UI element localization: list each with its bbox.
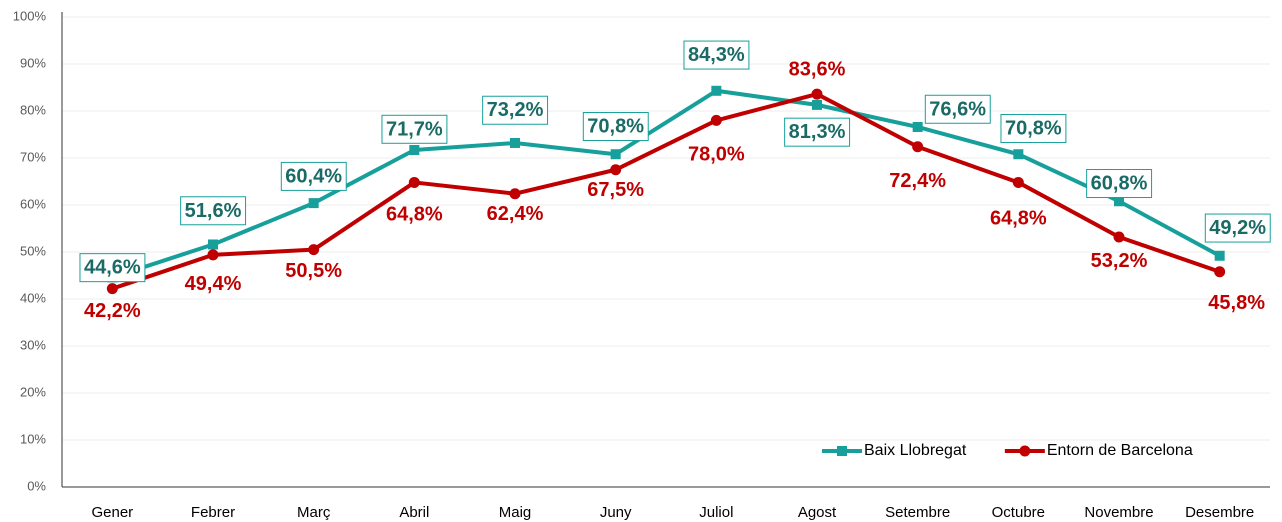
point-marker xyxy=(106,283,118,295)
y-tick-label: 100% xyxy=(13,8,47,23)
x-tick-label: Juny xyxy=(600,504,632,521)
data-label: 67,5% xyxy=(587,179,644,201)
data-label: 49,2% xyxy=(1209,217,1266,239)
data-label: 81,3% xyxy=(789,121,846,143)
legend-label: Entorn de Barcelona xyxy=(1047,442,1193,459)
y-tick-label: 70% xyxy=(20,149,46,164)
point-marker xyxy=(1013,149,1024,160)
y-tick-label: 60% xyxy=(20,196,46,211)
data-label: 73,2% xyxy=(487,99,544,121)
data-label: 60,4% xyxy=(285,165,342,187)
data-label: 70,8% xyxy=(1005,118,1062,140)
point-marker xyxy=(610,149,621,160)
point-marker xyxy=(711,85,722,96)
y-tick-label: 30% xyxy=(20,337,46,352)
data-label-box xyxy=(180,196,247,226)
data-label-box xyxy=(924,94,991,124)
data-label-box xyxy=(381,114,448,144)
y-tick-label: 20% xyxy=(20,384,46,399)
data-label: 60,8% xyxy=(1091,173,1148,195)
data-label-box xyxy=(683,40,750,70)
data-label: 45,8% xyxy=(1208,292,1265,314)
x-tick-label: Maig xyxy=(499,504,532,521)
data-label: 64,8% xyxy=(386,204,443,226)
y-tick-label: 0% xyxy=(27,478,46,493)
data-label: 71,7% xyxy=(386,118,443,140)
y-tick-label: 10% xyxy=(20,431,46,446)
point-marker xyxy=(1012,176,1024,188)
point-marker xyxy=(710,114,722,126)
data-label: 84,3% xyxy=(688,44,745,66)
data-label: 72,4% xyxy=(889,170,946,192)
data-label-box xyxy=(1086,169,1153,199)
y-tick-label: 90% xyxy=(20,55,46,70)
point-marker xyxy=(308,198,319,209)
data-label-box xyxy=(79,253,146,283)
point-marker xyxy=(207,249,219,261)
data-label-box xyxy=(582,112,649,142)
point-marker xyxy=(509,188,521,200)
point-marker xyxy=(1113,231,1125,243)
point-marker xyxy=(1214,266,1226,278)
point-marker xyxy=(510,137,520,148)
point-marker xyxy=(409,145,420,156)
data-label: 78,0% xyxy=(688,144,745,166)
data-label: 50,5% xyxy=(285,260,342,282)
point-marker xyxy=(408,176,420,188)
x-tick-label: Setembre xyxy=(885,504,950,521)
data-label: 76,6% xyxy=(929,98,986,120)
point-marker xyxy=(1214,250,1225,261)
x-tick-label: Novembre xyxy=(1084,504,1153,521)
point-marker xyxy=(912,141,924,153)
point-marker xyxy=(1114,196,1124,207)
data-label-box xyxy=(280,161,347,191)
data-label-box xyxy=(482,95,549,125)
point-marker xyxy=(912,121,923,132)
x-tick-label: Abril xyxy=(399,504,429,521)
y-tick-label: 50% xyxy=(20,243,46,258)
data-label-box xyxy=(784,117,851,147)
x-tick-label: Març xyxy=(297,504,331,521)
legend-marker xyxy=(837,446,847,456)
point-marker xyxy=(812,99,822,110)
x-tick-label: Desembre xyxy=(1185,504,1254,521)
point-marker xyxy=(811,88,823,100)
data-label: 42,2% xyxy=(84,300,141,322)
data-label: 53,2% xyxy=(1091,250,1148,272)
point-marker xyxy=(308,244,320,256)
data-label: 83,6% xyxy=(789,58,846,80)
x-tick-label: Febrer xyxy=(191,504,235,521)
x-tick-label: Octubre xyxy=(992,504,1045,521)
data-label-box xyxy=(1000,114,1067,144)
series-line xyxy=(111,92,1221,291)
x-tick-label: Gener xyxy=(91,504,133,521)
legend-label: Baix Llobregat xyxy=(864,442,967,459)
point-marker xyxy=(610,164,622,176)
y-tick-label: 80% xyxy=(20,102,46,117)
data-label: 51,6% xyxy=(185,200,242,222)
data-label: 70,8% xyxy=(587,116,644,138)
data-label: 62,4% xyxy=(487,203,544,225)
y-tick-label: 40% xyxy=(20,290,46,305)
data-label: 44,6% xyxy=(84,257,141,279)
data-label-box xyxy=(1204,213,1271,243)
x-tick-label: Agost xyxy=(798,504,837,521)
legend-marker xyxy=(1019,445,1031,457)
series-line xyxy=(111,88,1221,280)
data-label: 49,4% xyxy=(185,273,242,295)
data-label: 64,8% xyxy=(990,208,1047,230)
x-tick-label: Juliol xyxy=(699,504,733,521)
point-marker xyxy=(208,239,218,250)
